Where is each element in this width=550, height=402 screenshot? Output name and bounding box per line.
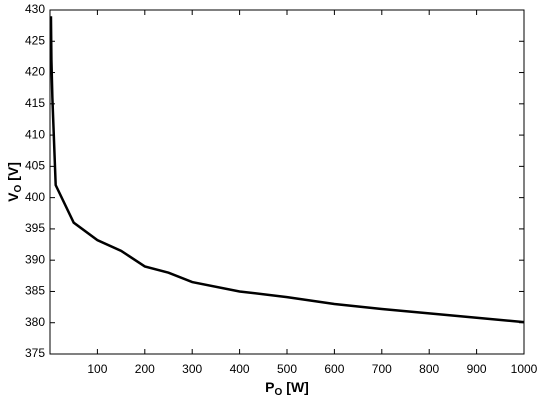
x-tick-label: 300 — [182, 362, 202, 376]
y-tick-label: 410 — [25, 127, 45, 141]
x-label-unit: [W] — [286, 379, 309, 395]
y-tick-label: 385 — [25, 284, 45, 298]
x-label-sub: O — [275, 387, 283, 398]
x-tick-label: 1000 — [511, 362, 538, 376]
y-tick-label: 380 — [25, 315, 45, 329]
y-label-sub: O — [13, 185, 24, 193]
x-tick-label: 800 — [419, 362, 439, 376]
x-axis-label: PO [W] — [265, 379, 309, 398]
x-tick-label: 100 — [87, 362, 107, 376]
y-label-unit: [V] — [5, 162, 21, 181]
y-tick-label: 430 — [25, 2, 45, 16]
y-tick-label: 400 — [25, 190, 45, 204]
plot-frame — [49, 9, 525, 355]
y-axis-label: VO [V] — [5, 162, 24, 202]
y-tick-label: 390 — [25, 252, 45, 266]
y-tick-label: 405 — [25, 159, 45, 173]
y-tick-label: 415 — [25, 96, 45, 110]
y-tick-label: 375 — [25, 346, 45, 360]
x-tick-label: 700 — [372, 362, 392, 376]
x-tick-label: 400 — [230, 362, 250, 376]
y-tick-label: 420 — [25, 65, 45, 79]
x-tick-label: 500 — [277, 362, 297, 376]
x-tick-label: 600 — [324, 362, 344, 376]
line-series — [49, 16, 525, 324]
x-tick-label: 200 — [135, 362, 155, 376]
y-label-main: V — [5, 192, 21, 202]
x-tick-label: 900 — [467, 362, 487, 376]
x-label-main: P — [265, 379, 274, 395]
y-tick-label: 425 — [25, 33, 45, 47]
y-tick-label: 395 — [25, 221, 45, 235]
